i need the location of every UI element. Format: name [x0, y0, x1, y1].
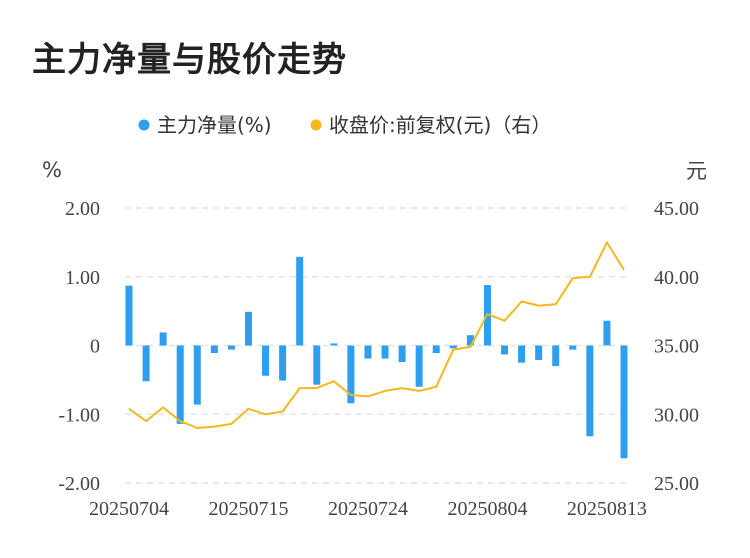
bar — [176, 345, 184, 424]
bar — [125, 285, 133, 346]
line-series — [128, 241, 625, 429]
legend-marker — [138, 119, 150, 131]
bar — [620, 345, 628, 459]
left-tick-label: -1.00 — [58, 404, 100, 426]
x-tick-label: 20250704 — [89, 498, 169, 520]
right-axis-unit: 元 — [686, 159, 707, 183]
x-tick-label: 20250715 — [208, 498, 288, 520]
bar — [552, 345, 560, 367]
bar — [142, 345, 150, 382]
right-tick-label: 35.00 — [654, 336, 699, 358]
x-tick-label: 20250724 — [328, 498, 408, 520]
bar — [364, 345, 372, 359]
bar — [193, 345, 201, 405]
bar — [603, 320, 611, 346]
bar — [501, 345, 509, 355]
left-tick-label: -2.00 — [58, 473, 100, 495]
right-tick-label: 45.00 — [654, 198, 699, 220]
axis-labels: 2.00 1.00 0 -1.00 -2.00 45.00 40.00 35.00 30.00 2… — [42, 158, 707, 520]
bar — [586, 345, 594, 437]
right-tick-label: 40.00 — [654, 267, 699, 289]
bar — [227, 345, 235, 350]
bar — [415, 345, 423, 387]
x-tick-label: 20250813 — [567, 498, 647, 520]
price-line — [128, 241, 625, 429]
left-axis-unit: % — [42, 158, 62, 182]
bar — [518, 345, 526, 363]
bar — [262, 345, 270, 376]
grid-lines — [125, 207, 630, 484]
bar — [159, 332, 167, 346]
bar — [449, 345, 457, 349]
bar — [330, 343, 338, 346]
bar-series — [125, 256, 628, 459]
bar — [569, 345, 577, 350]
bar — [244, 311, 252, 346]
left-tick-label: 0 — [90, 336, 100, 358]
legend-marker — [310, 119, 322, 131]
bar — [296, 256, 304, 346]
legend-label: 主力净量(%) — [157, 113, 272, 137]
x-tick-label: 20250804 — [447, 498, 527, 520]
bar — [347, 345, 355, 404]
legend: 主力净量(%) 收盘价:前复权(元)（右） — [138, 113, 551, 137]
bar — [279, 345, 287, 381]
bar — [398, 345, 406, 362]
left-tick-label: 2.00 — [65, 198, 100, 220]
bar — [313, 345, 321, 385]
bar — [432, 345, 440, 354]
bar — [210, 345, 218, 354]
legend-label: 收盘价:前复权(元)（右） — [329, 113, 551, 137]
right-tick-label: 30.00 — [654, 404, 699, 426]
bar — [535, 345, 543, 360]
page-title: 主力净量与股价走势 — [32, 40, 347, 80]
right-tick-label: 25.00 — [654, 473, 699, 495]
left-tick-label: 1.00 — [65, 267, 100, 289]
bar — [381, 345, 389, 359]
bar — [466, 335, 474, 346]
